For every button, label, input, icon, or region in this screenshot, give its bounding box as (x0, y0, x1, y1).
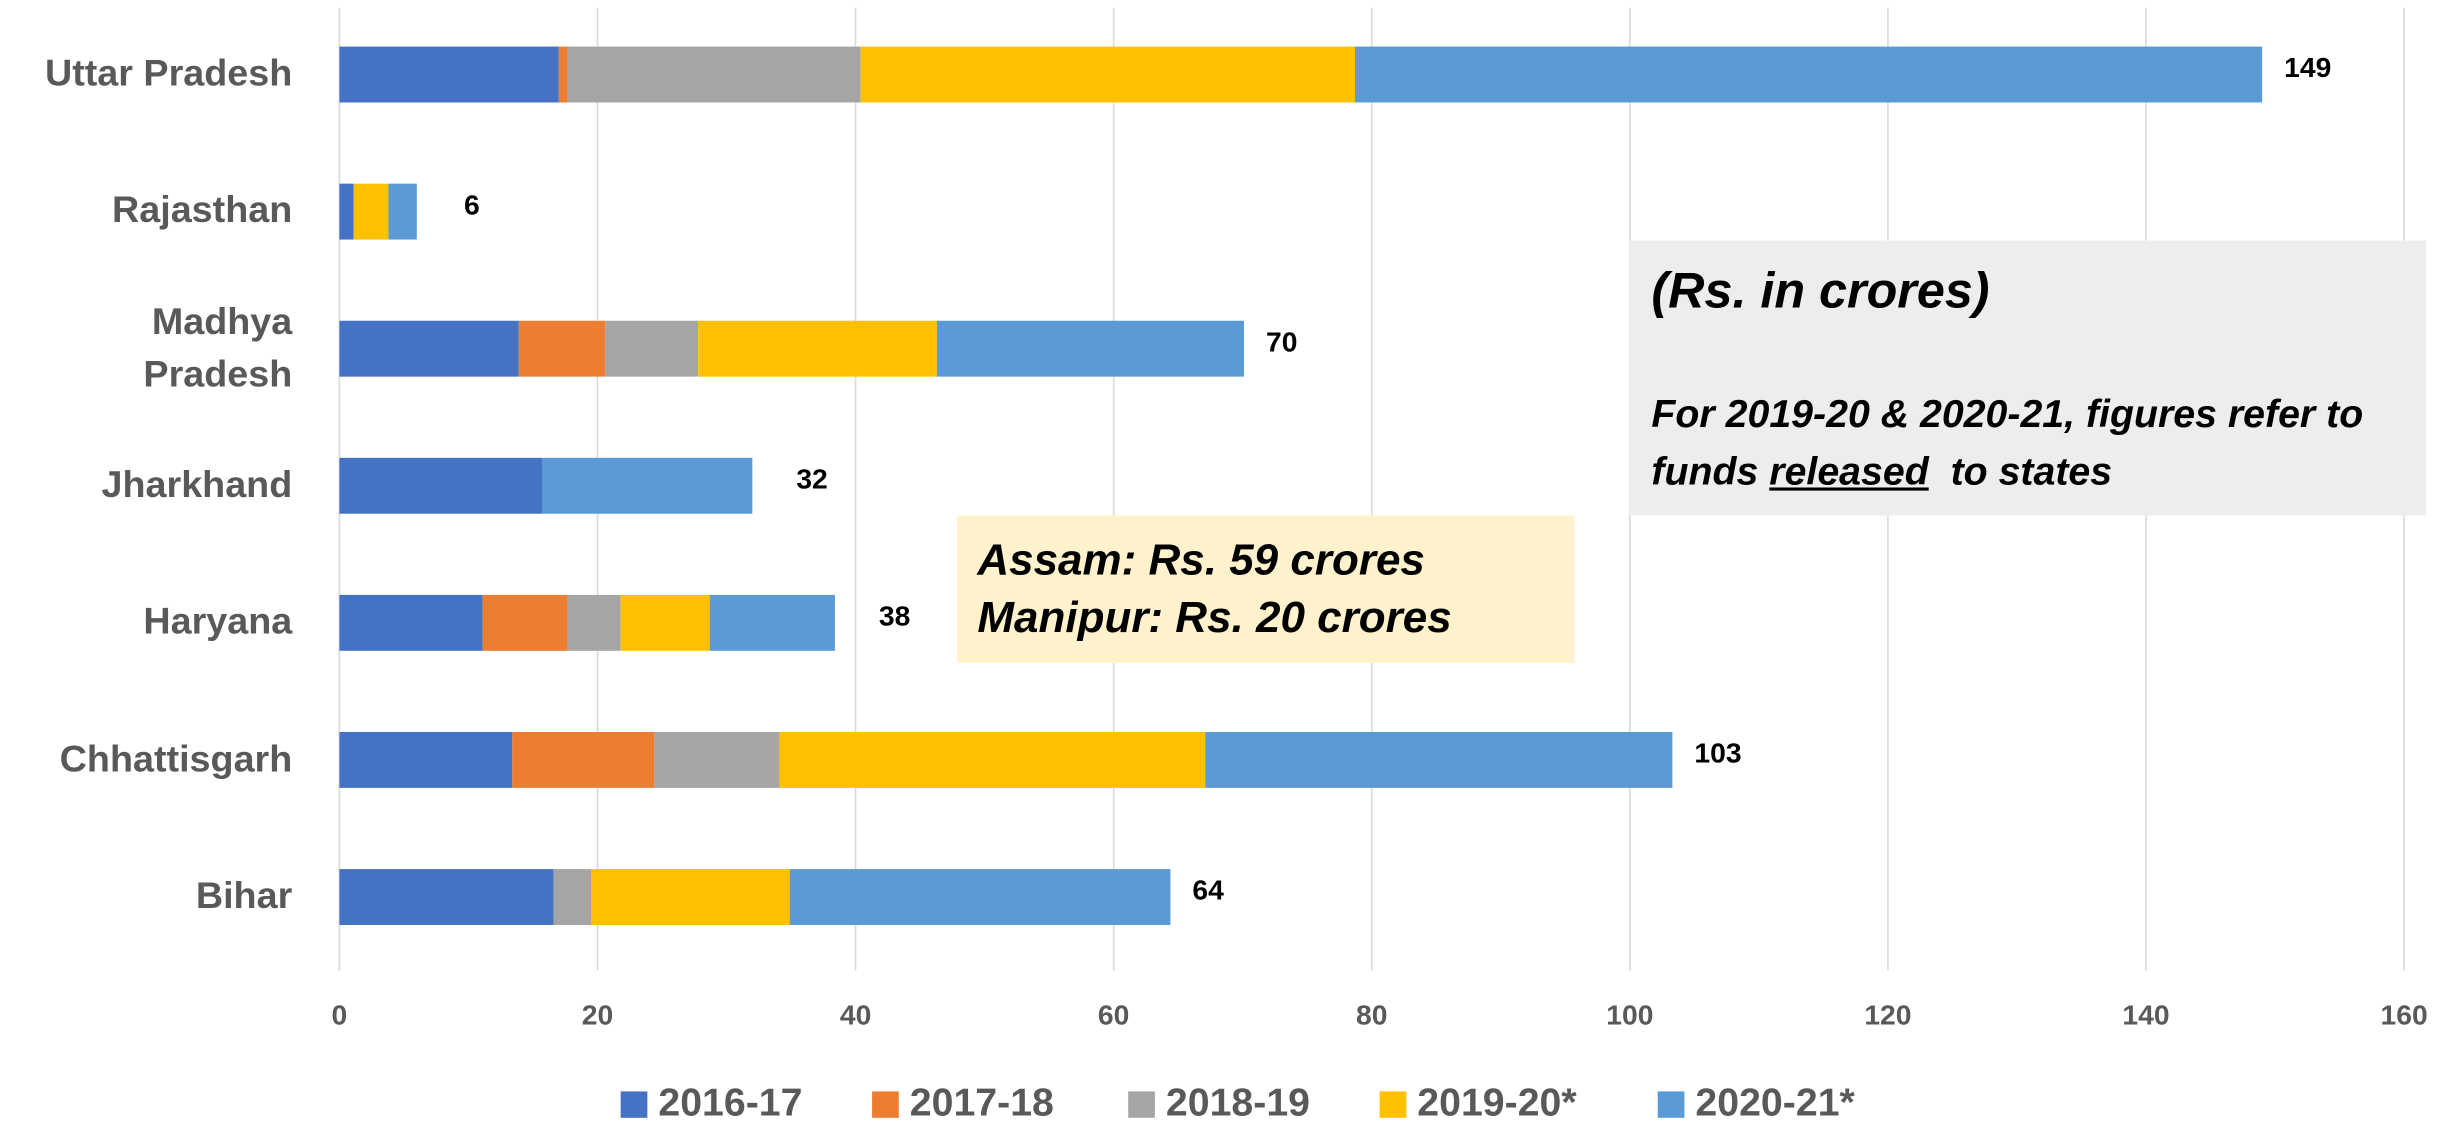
y-tick-label: Rajasthan (112, 189, 293, 232)
bar-segment (860, 46, 1355, 103)
other-state: Assam: Rs. 59 crores (977, 535, 1425, 584)
legend-swatch (1379, 1091, 1407, 1118)
other-states-box: Assam: Rs. 59 crores Manipur: Rs. 20 cro… (956, 515, 1575, 663)
x-tick-label: 100 (1606, 999, 1653, 1030)
bar-segment (339, 46, 559, 103)
note: For 2019-20 & 2020-21, figures refer to … (1651, 387, 2405, 502)
legend-swatch (872, 1091, 899, 1118)
x-tick-label: 140 (2122, 999, 2169, 1030)
total-label: 64 (1192, 875, 1224, 906)
x-tick-label: 20 (582, 999, 613, 1030)
x-tick-label: 40 (840, 999, 871, 1030)
bar-segment (789, 869, 1171, 925)
total-label: 70 (1266, 327, 1297, 358)
note-box: (Rs. in crores) For 2019-20 & 2020-21, f… (1629, 240, 2427, 516)
bar-segment (1205, 732, 1673, 788)
note-text: to states (1950, 450, 2113, 494)
bar-segment (339, 320, 519, 377)
y-tick-label: Madhya Pradesh (143, 300, 293, 396)
total-label: 38 (879, 601, 910, 632)
bar-segment (654, 732, 780, 788)
bar-segment (567, 46, 861, 103)
x-tick-label: 160 (2380, 999, 2427, 1030)
bar-segment (518, 320, 606, 377)
bar-segment (339, 183, 354, 240)
bar-segment (709, 594, 835, 651)
y-tick-label: Jharkhand (101, 464, 293, 506)
other-state: Manipur: Rs. 20 crores (977, 593, 1452, 642)
bar-segment (482, 594, 568, 651)
bar-segment (591, 869, 790, 925)
x-tick-label: 60 (1098, 999, 1129, 1030)
bar-segment (936, 320, 1244, 377)
legend-swatch (620, 1091, 648, 1118)
bar-segment (558, 46, 568, 103)
bar-segment (388, 183, 417, 240)
note-underlined: released (1769, 450, 1929, 494)
legend-swatch (1128, 1091, 1155, 1118)
legend-label: 2020-21* (1695, 1082, 1855, 1124)
y-tick-label: Uttar Pradesh (44, 52, 293, 95)
bar-segment (605, 320, 699, 377)
bar-segment (339, 457, 542, 514)
y-tick-label: Bihar (195, 875, 293, 918)
bar-segment (698, 320, 937, 377)
total-label: 149 (2284, 52, 2331, 83)
bar-segment (1354, 46, 2263, 103)
bar-segment (779, 732, 1206, 788)
unit-note: (Rs. in crores) (1651, 262, 1990, 319)
total-label: 103 (1694, 738, 1741, 769)
x-tick-label: 80 (1356, 999, 1387, 1030)
y-tick-label: Haryana (143, 601, 293, 644)
bar-segment (339, 869, 554, 925)
note-text: For 2019-20 & 2020-21, figures refer to … (1651, 392, 2364, 494)
legend-label: 2017-18 (910, 1082, 1054, 1124)
bar-segment (567, 594, 621, 651)
bar-segment (512, 732, 655, 788)
legend-swatch (1657, 1091, 1685, 1118)
bar-segment (339, 732, 513, 788)
legend-label: 2016-17 (658, 1082, 802, 1124)
total-label: 6 (464, 189, 480, 220)
bar-segment (353, 183, 389, 240)
x-tick-label: 120 (1864, 999, 1911, 1030)
y-tick-label: Chhattisgarh (59, 738, 293, 781)
bar-segment (553, 869, 592, 925)
bar-segment (620, 594, 710, 651)
bar-segment (339, 594, 483, 651)
x-tick-label: 0 (332, 999, 348, 1030)
total-label: 32 (796, 464, 827, 495)
bar-segment (541, 457, 753, 514)
legend-label: 2019-20* (1417, 1082, 1577, 1124)
legend-label: 2018-19 (1166, 1082, 1310, 1124)
